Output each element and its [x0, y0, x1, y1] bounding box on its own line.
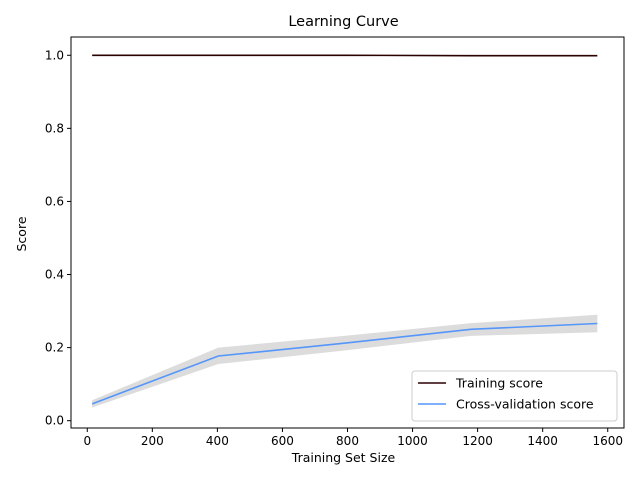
x-tick-label: 1200 [462, 434, 493, 448]
confidence-bands [92, 55, 598, 408]
x-axis-label: Training Set Size [291, 450, 396, 465]
x-tick-label: 600 [271, 434, 294, 448]
plot-frame [70, 36, 625, 429]
y-tick-label: 0.8 [45, 121, 64, 135]
legend-label-0: Training score [455, 376, 543, 391]
y-tick-label: 1.0 [45, 48, 64, 62]
y-tick-label: 0.4 [45, 268, 64, 282]
x-tick-label: 800 [336, 434, 359, 448]
y-tick-label: 0.6 [45, 194, 64, 208]
chart-title: Learning Curve [288, 14, 398, 30]
x-tick-label: 1600 [592, 434, 623, 448]
series-line-1 [91, 322, 598, 405]
series-lines [91, 54, 598, 405]
y-tick-label: 0.2 [45, 341, 64, 355]
y-axis-label: Score [14, 216, 29, 251]
x-tick-label: 1000 [397, 434, 428, 448]
x-tick-label: 200 [141, 434, 164, 448]
x-tick-label: 1400 [527, 434, 558, 448]
legend: Training score Cross-validation score [411, 370, 618, 422]
y-tick-label: 0.0 [45, 414, 64, 428]
y-axis-ticks: 0.0 0.2 0.4 0.6 0.8 1.0 [45, 48, 71, 428]
legend-label-1: Cross-validation score [456, 397, 594, 412]
confidence-band-1 [92, 314, 598, 408]
legend-box [411, 370, 618, 422]
x-tick-label: 0 [83, 434, 91, 448]
x-axis-ticks: 0 200 400 600 800 1000 1200 1400 1600 [83, 428, 623, 448]
x-tick-label: 400 [206, 434, 229, 448]
